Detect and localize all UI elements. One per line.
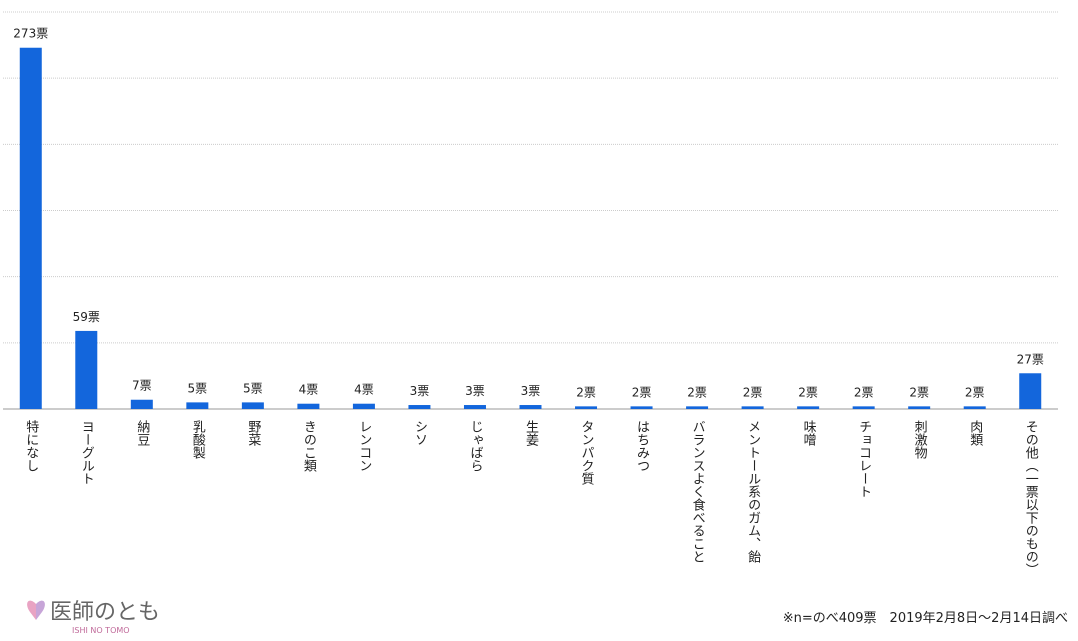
bar <box>630 406 653 409</box>
x-tick-label: その他（一票以下のもの） <box>1023 420 1039 576</box>
logo: 医師のとも ISHI NO TOMO <box>27 600 160 635</box>
bar <box>908 406 931 409</box>
value-label: 2票 <box>854 385 874 399</box>
x-tick-label: 刺激物 <box>912 420 928 460</box>
bar <box>519 405 542 409</box>
x-tick-label: メントール系のガム、飴 <box>745 420 761 563</box>
x-tick-label: バランスよく食べること <box>690 420 706 563</box>
bar <box>741 406 764 409</box>
bar <box>186 402 209 409</box>
bar <box>75 330 98 409</box>
value-label: 2票 <box>743 385 763 399</box>
value-label: 2票 <box>687 385 707 399</box>
value-label: 273票 <box>13 27 48 41</box>
logo-icon <box>27 600 36 620</box>
x-tick-label: 特になし <box>23 420 39 472</box>
value-label: 2票 <box>965 385 985 399</box>
bar <box>297 403 320 409</box>
x-tick-label: 味噌 <box>801 420 817 446</box>
value-label: 59票 <box>73 310 100 324</box>
value-label: 5票 <box>188 381 208 395</box>
bar <box>686 406 709 409</box>
value-label: 2票 <box>798 385 818 399</box>
value-label: 4票 <box>354 383 374 397</box>
value-label: 7票 <box>132 379 152 393</box>
x-tick-label: ヨーグルト <box>79 420 95 485</box>
x-tick-label: シソ <box>412 420 427 446</box>
x-tick-label: はちみつ <box>634 420 649 472</box>
bar <box>963 406 986 409</box>
bar <box>352 403 375 409</box>
logo-icon <box>36 600 45 620</box>
value-label: 3票 <box>410 384 430 398</box>
x-tick-label: 野菜 <box>245 420 260 446</box>
value-label: 3票 <box>521 384 541 398</box>
x-tick-label: チョコレート <box>856 420 871 498</box>
bar <box>19 47 42 409</box>
value-label: 2票 <box>909 385 929 399</box>
value-label: 2票 <box>576 385 596 399</box>
logo-subtext: ISHI NO TOMO <box>72 626 130 635</box>
value-label: 2票 <box>632 385 652 399</box>
bar <box>463 405 486 409</box>
bar <box>575 406 598 409</box>
x-tick-label: レンコン <box>356 420 371 472</box>
x-tick-label: タンパク質 <box>579 420 595 486</box>
bar <box>241 402 264 409</box>
x-tick-label: 乳酸製 <box>190 420 206 459</box>
logo-text: 医師のとも <box>50 600 160 625</box>
bar <box>1019 373 1042 409</box>
bar <box>797 406 820 409</box>
value-label: 27票 <box>1017 352 1044 366</box>
x-tick-label: 生姜 <box>523 420 539 446</box>
value-label: 3票 <box>465 384 485 398</box>
bar <box>130 399 153 409</box>
x-tick-label: きのこ類 <box>301 420 317 472</box>
value-label: 4票 <box>299 383 319 397</box>
x-tick-label: 肉類 <box>967 420 983 446</box>
x-tick-label: じゃばら <box>467 420 482 472</box>
bar <box>852 406 875 409</box>
bar <box>408 405 431 409</box>
x-tick-label: 納豆 <box>134 420 150 446</box>
value-label: 5票 <box>243 381 263 395</box>
footnote: ※n=のべ409票 2019年2月8日～2月14日調べ <box>783 611 1068 626</box>
